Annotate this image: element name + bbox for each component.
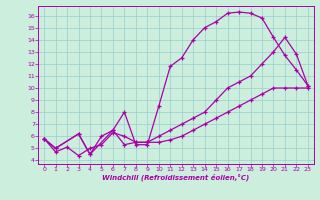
X-axis label: Windchill (Refroidissement éolien,°C): Windchill (Refroidissement éolien,°C) — [102, 174, 250, 181]
